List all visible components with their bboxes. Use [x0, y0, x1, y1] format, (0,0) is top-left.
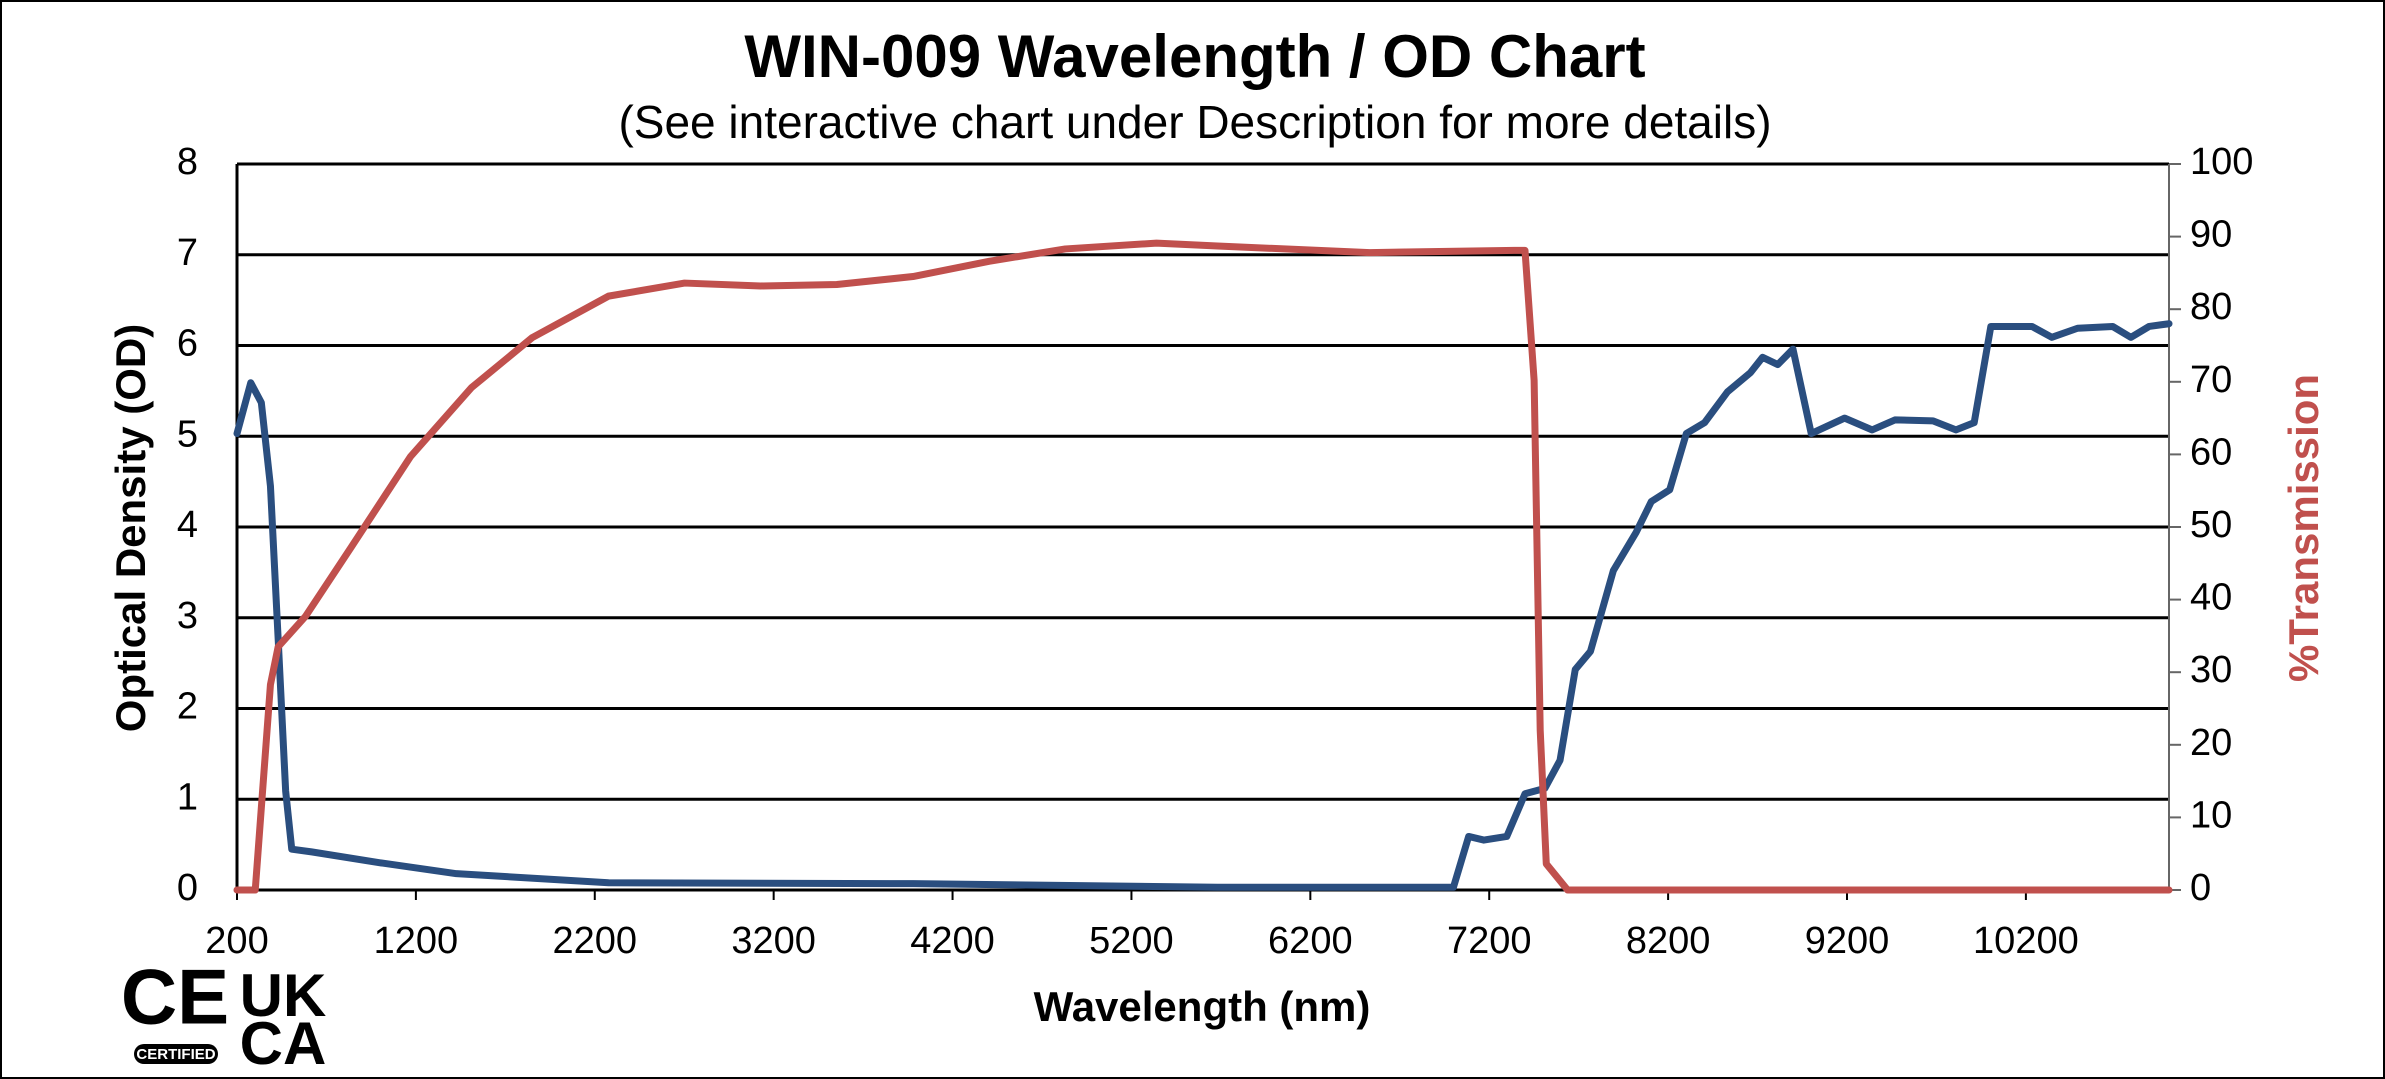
y2-tick-label: 60 [2190, 431, 2232, 473]
logo: CE CERTIFIED UK CA [121, 953, 327, 1077]
x-tick-label: 5200 [1089, 920, 1174, 962]
uk-mark: UK [240, 962, 327, 1029]
y-tick-label: 2 [177, 686, 198, 728]
y-tick-label: 1 [177, 776, 198, 818]
x-tick-label: 200 [205, 920, 268, 962]
y2-tick-label: 30 [2190, 649, 2232, 691]
chart-subtitle: (See interactive chart under Description… [618, 96, 1771, 148]
y2-tick-label: 10 [2190, 794, 2232, 836]
y2-axis-title: %Transmission [2280, 374, 2327, 682]
ce-mark: CE [121, 953, 229, 1041]
y-tick-label: 0 [177, 867, 198, 909]
chart-title: WIN-009 Wavelength / OD Chart [744, 23, 1645, 90]
y2-tick-label: 100 [2190, 141, 2253, 183]
x-tick-label: 7200 [1447, 920, 1532, 962]
y-axis-title: Optical Density (OD) [107, 324, 154, 732]
y2-tick-label: 80 [2190, 286, 2232, 328]
x-tick-label: 6200 [1268, 920, 1353, 962]
x-tick-label: 4200 [910, 920, 995, 962]
y-tick-label: 3 [177, 595, 198, 637]
certified-text: CERTIFIED [136, 1046, 215, 1063]
x-tick-label: 3200 [731, 920, 816, 962]
y2-tick-label: 20 [2190, 722, 2232, 764]
x-tick-label: 2200 [553, 920, 638, 962]
x-tick-label: 9200 [1805, 920, 1890, 962]
y2-tick-label: 70 [2190, 359, 2232, 401]
y2-tick-label: 50 [2190, 504, 2232, 546]
y2-tick-label: 40 [2190, 577, 2232, 619]
y2-tick-label: 90 [2190, 214, 2232, 256]
ca-mark: CA [240, 1010, 327, 1077]
x-tick-label: 10200 [1973, 920, 2079, 962]
x-tick-label: 1200 [374, 920, 459, 962]
x-axis-title: Wavelength (nm) [1034, 983, 1371, 1030]
y-tick-label: 5 [177, 413, 198, 455]
y-tick-label: 8 [177, 141, 198, 183]
certified-badge [134, 1044, 218, 1064]
y-tick-label: 4 [177, 504, 198, 546]
y-tick-label: 7 [177, 232, 198, 274]
x-tick-label: 8200 [1626, 920, 1711, 962]
series-line [233, 239, 2173, 894]
y2-tick-label: 0 [2190, 867, 2211, 909]
y-tick-label: 6 [177, 323, 198, 365]
series-line [233, 320, 2173, 891]
